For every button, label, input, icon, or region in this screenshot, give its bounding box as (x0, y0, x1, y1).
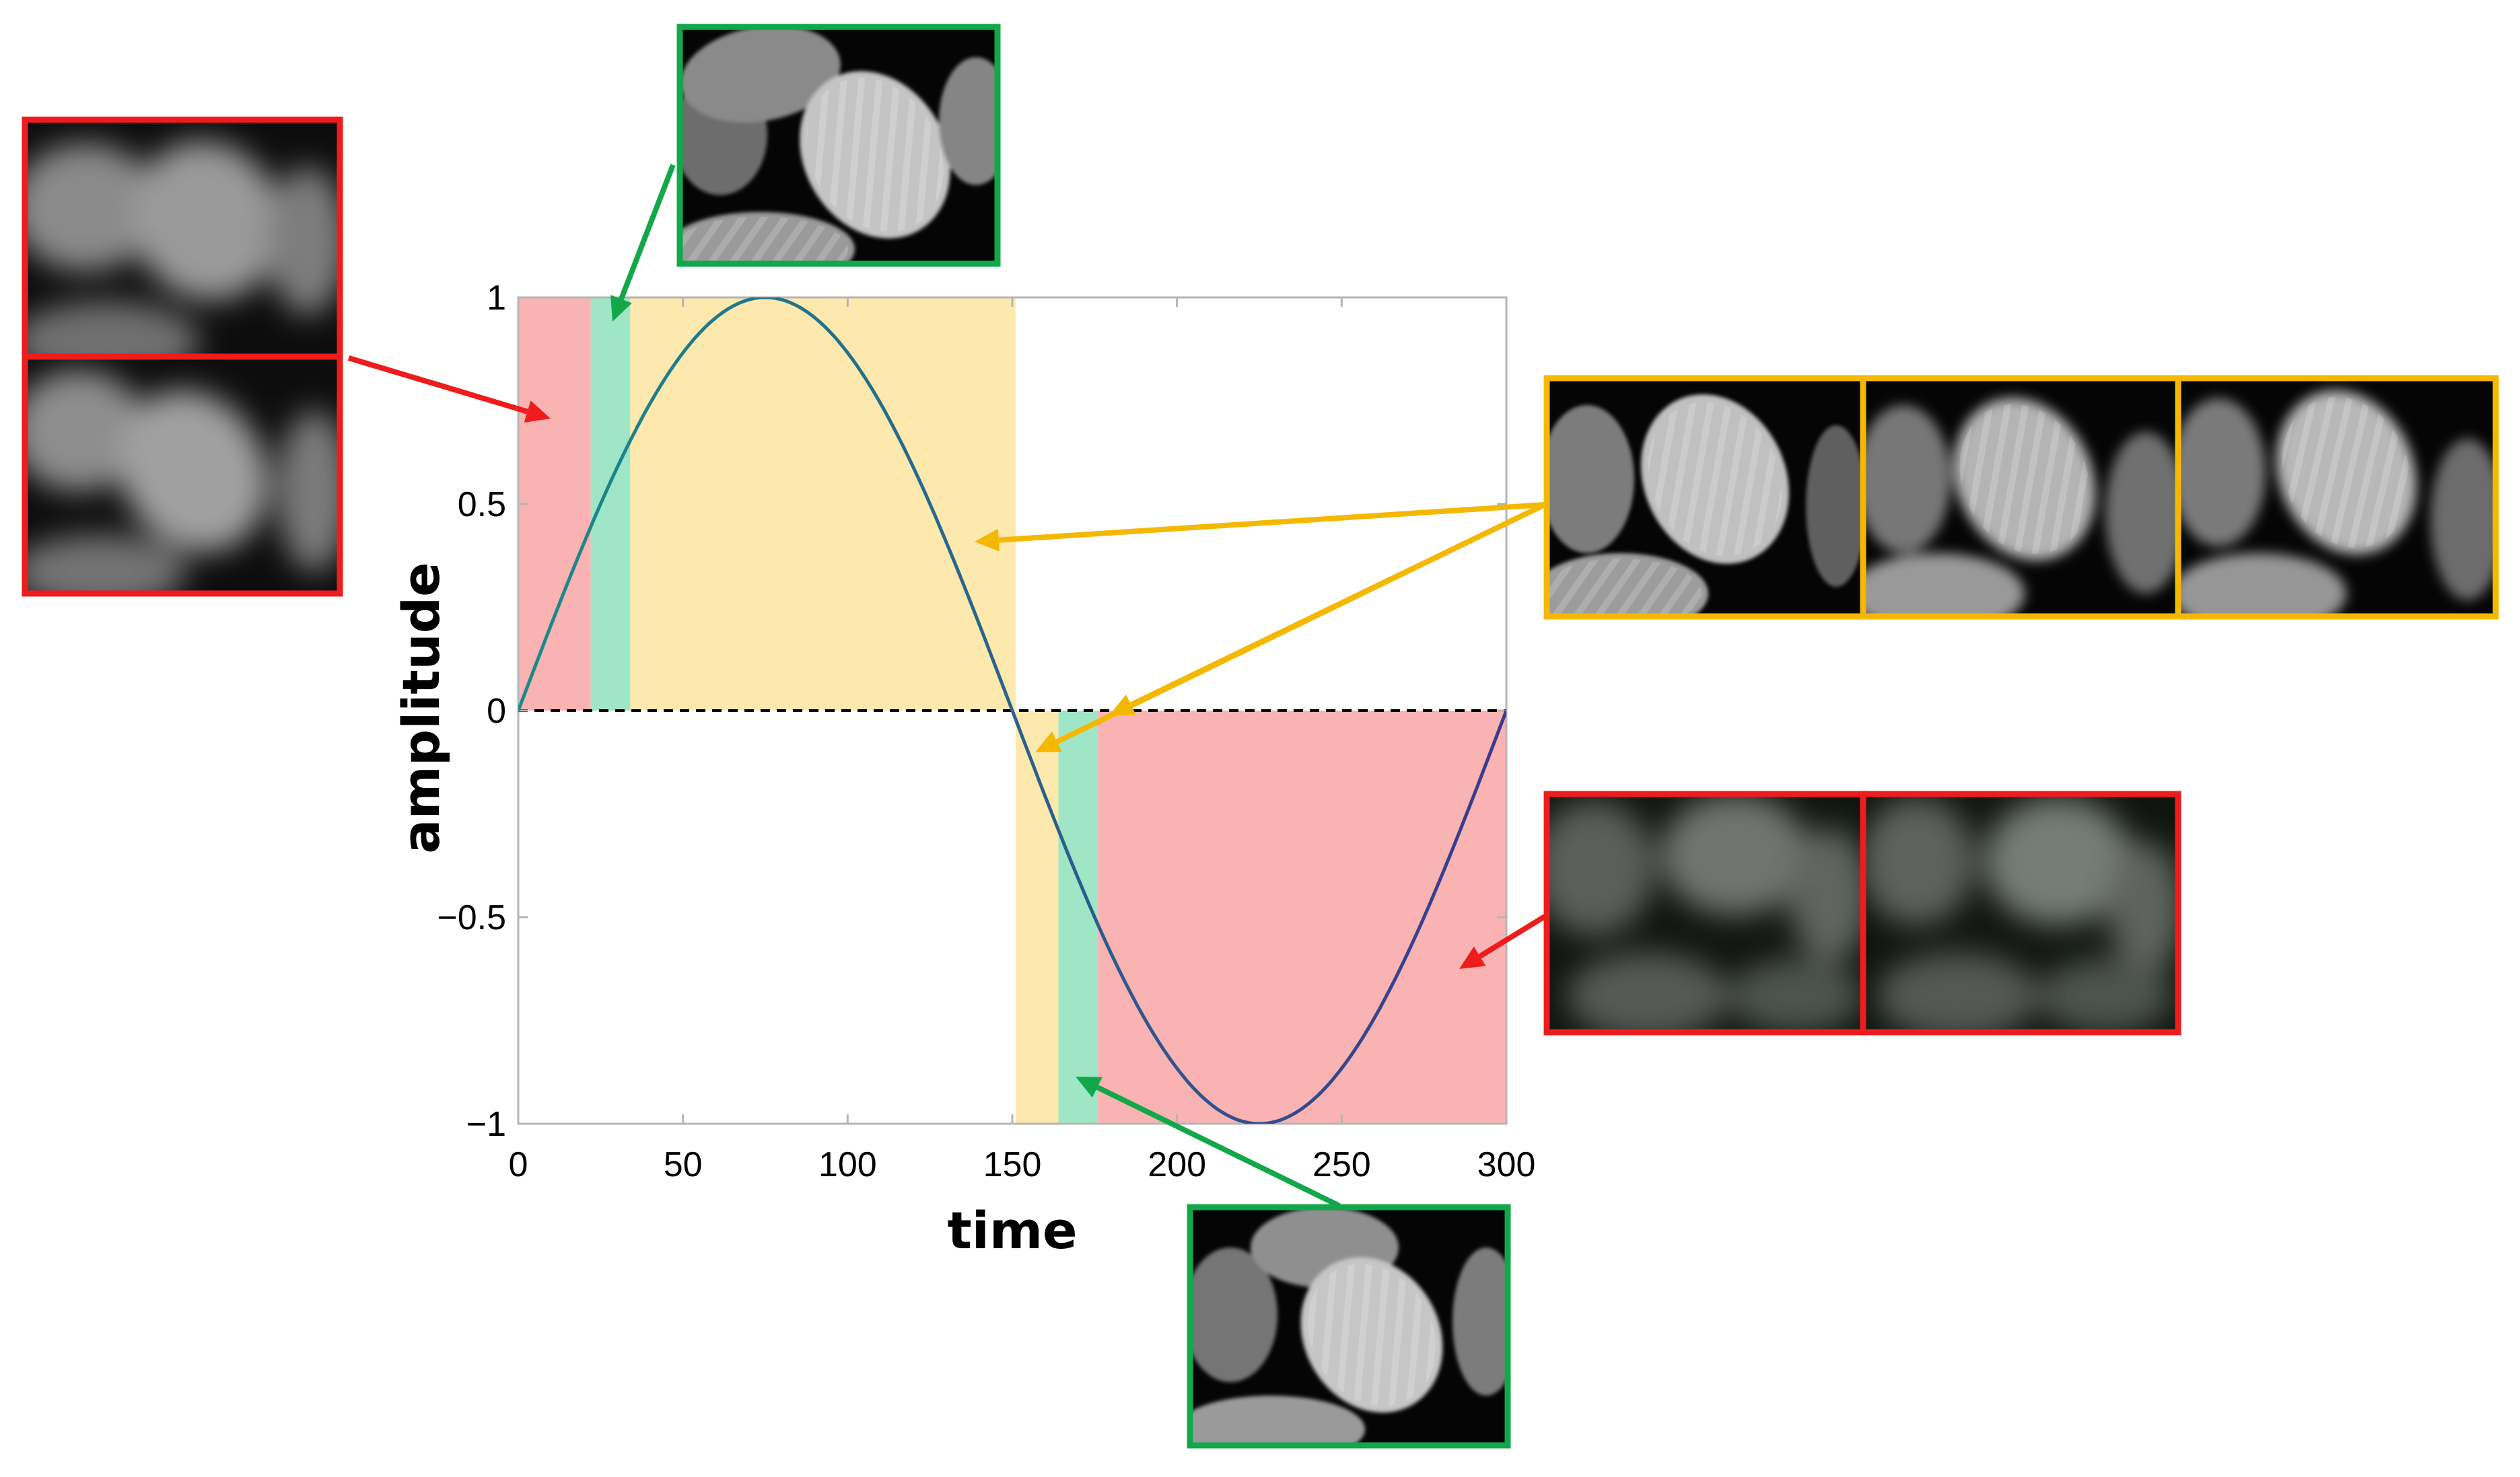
green-group-bottom (1187, 1204, 1511, 1449)
shaded-region-yellow (630, 297, 1016, 711)
red-group-left (22, 116, 343, 597)
x-tick-label: 200 (1148, 1145, 1206, 1184)
y-axis-title: amplitude (391, 562, 451, 853)
y-axis-ticks: 1 0.5 0 −0.5 −1 (437, 279, 1506, 1144)
arrow-green-top (610, 164, 676, 322)
pointer-arrows (347, 164, 1547, 1209)
thumbnail-frame (2175, 375, 2499, 620)
arrow-green-bottom (1076, 1077, 1341, 1209)
x-tick-label: 250 (1312, 1145, 1371, 1184)
arrow-red-right (1459, 914, 1547, 969)
y-tick-label: 0 (487, 692, 506, 731)
thumbnail-frame (22, 116, 343, 360)
x-tick-label: 150 (983, 1145, 1042, 1184)
shaded-region-red (1098, 711, 1506, 1124)
x-tick-label: 0 (509, 1145, 528, 1184)
y-tick-label: −0.5 (437, 898, 506, 937)
y-tick-label: 0.5 (458, 485, 506, 524)
x-tick-label: 50 (664, 1145, 703, 1184)
x-axis-ticks: 0 50 100 150 200 250 300 (509, 297, 1536, 1184)
thumbnail-frame (22, 353, 343, 597)
green-group-top (676, 24, 1001, 267)
shaded-region-green (1058, 711, 1098, 1124)
shaded-region-red (518, 297, 591, 711)
thumbnail-frame (1543, 375, 1866, 620)
sine-curve (518, 297, 1506, 1124)
x-tick-label: 300 (1477, 1145, 1536, 1184)
thumbnail-frame (1860, 791, 2181, 1036)
x-axis-title: time (947, 1200, 1077, 1260)
thumbnail-frame (1543, 791, 1866, 1036)
shaded-regions (518, 297, 1506, 1124)
arrow-red-left (347, 355, 551, 423)
x-tick-label: 100 (818, 1145, 877, 1184)
y-tick-label: 1 (487, 279, 506, 318)
thumbnail-frame (1860, 375, 2181, 620)
y-tick-label: −1 (466, 1105, 506, 1144)
shaded-region-green (590, 297, 631, 711)
chart: 0 50 100 150 200 250 300 1 0.5 0 −0.5 −1 time ampl… (391, 279, 1535, 1260)
red-group-right (1543, 791, 2181, 1036)
yellow-group-right (1543, 375, 2499, 620)
arrow-yellow-upper (975, 502, 1545, 552)
arrow-yellow-mid (1109, 502, 1546, 715)
